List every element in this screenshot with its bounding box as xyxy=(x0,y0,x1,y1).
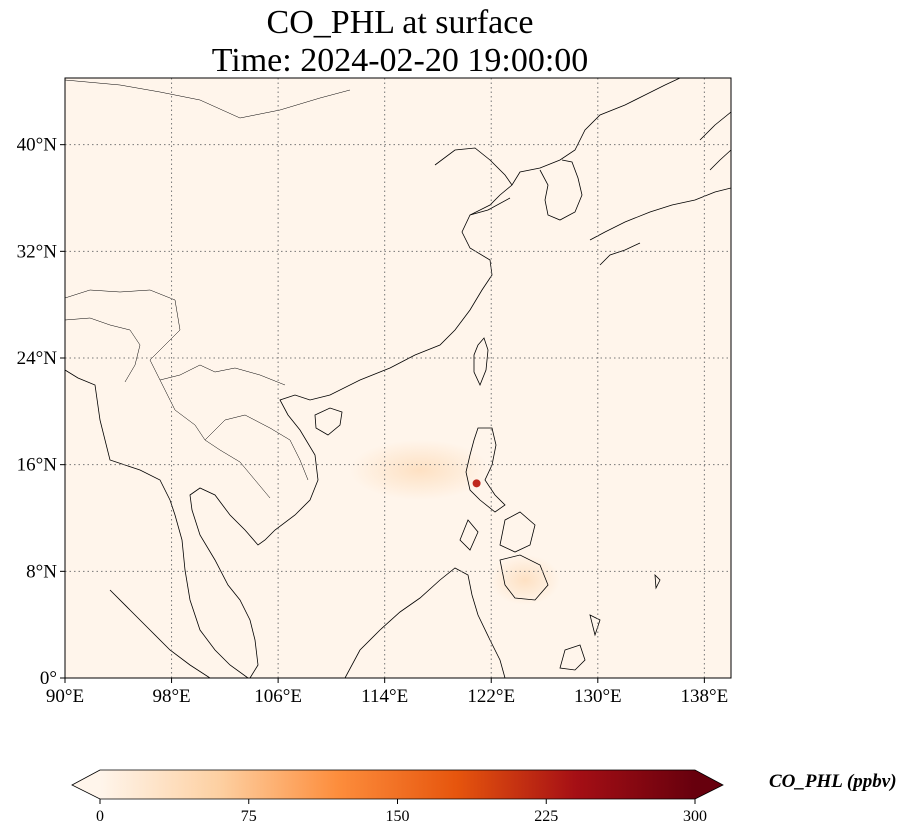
lat-tick-label: 24°N xyxy=(17,348,58,369)
sumatra-coastline xyxy=(109,589,211,678)
map-time-subtitle: Time: 2024-02-20 19:00:00 xyxy=(211,42,589,79)
lon-tick-label: 130°E xyxy=(574,686,622,707)
plume-shading xyxy=(350,440,490,500)
lat-tick-label: 40°N xyxy=(17,135,58,156)
colorbar-tick-label: 75 xyxy=(241,808,257,825)
lon-tick-label: 122°E xyxy=(467,686,515,707)
korea-coastline xyxy=(539,159,583,221)
lon-tick-label: 98°E xyxy=(152,686,190,707)
colorbar-ticks: 0 75 150 225 300 xyxy=(96,799,707,825)
longitude-axis: 90°E 98°E 106°E 114°E 122°E 130°E 138°E xyxy=(46,678,728,707)
colorbar-tick-label: 0 xyxy=(96,808,104,825)
colorbar-min-extension xyxy=(72,770,100,799)
lon-tick-label: 138°E xyxy=(681,686,729,707)
lon-tick-label: 106°E xyxy=(254,686,302,707)
country-borders xyxy=(65,79,351,499)
colorbar-title: CO_PHL (ppbv) xyxy=(769,771,897,792)
lat-tick-label: 32°N xyxy=(17,241,58,262)
map-frame xyxy=(64,77,732,679)
philippines-south-coastline xyxy=(459,511,549,601)
colorbar-gradient xyxy=(100,770,695,799)
coastlines-and-borders xyxy=(65,78,731,678)
colorbar-tick-label: 300 xyxy=(683,808,707,825)
gridlines xyxy=(65,78,731,678)
colorbar-tick-label: 225 xyxy=(534,808,558,825)
lon-tick-label: 114°E xyxy=(361,686,408,707)
colorbar-tick-label: 150 xyxy=(386,808,410,825)
plume-shading xyxy=(490,555,560,605)
borneo-coastline xyxy=(344,567,506,678)
concentration-field xyxy=(65,78,731,678)
taiwan-coastline xyxy=(473,337,489,387)
lat-tick-label: 8°N xyxy=(26,561,57,582)
lat-tick-label: 0° xyxy=(40,668,57,689)
lon-tick-label: 90°E xyxy=(46,686,84,707)
bohai-coastline xyxy=(434,147,513,216)
colorbar: 0 75 150 225 300 CO_PHL (ppbv) xyxy=(71,769,897,825)
latitude-axis: 0° 8°N 16°N 24°N 32°N 40°N xyxy=(17,135,65,689)
hainan-coastline xyxy=(314,407,343,436)
colorbar-max-extension xyxy=(695,770,723,799)
luzon-coastline xyxy=(465,427,506,513)
japan-coastline xyxy=(589,111,731,266)
mainland-coastline xyxy=(65,78,681,678)
map-title: CO_PHL at surface xyxy=(266,4,534,41)
co-hotspot-marker xyxy=(472,479,481,488)
lat-tick-label: 16°N xyxy=(17,455,58,476)
